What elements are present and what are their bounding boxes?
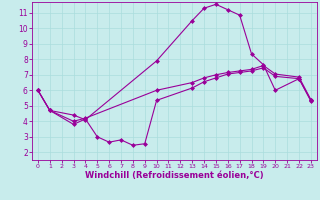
- X-axis label: Windchill (Refroidissement éolien,°C): Windchill (Refroidissement éolien,°C): [85, 171, 264, 180]
